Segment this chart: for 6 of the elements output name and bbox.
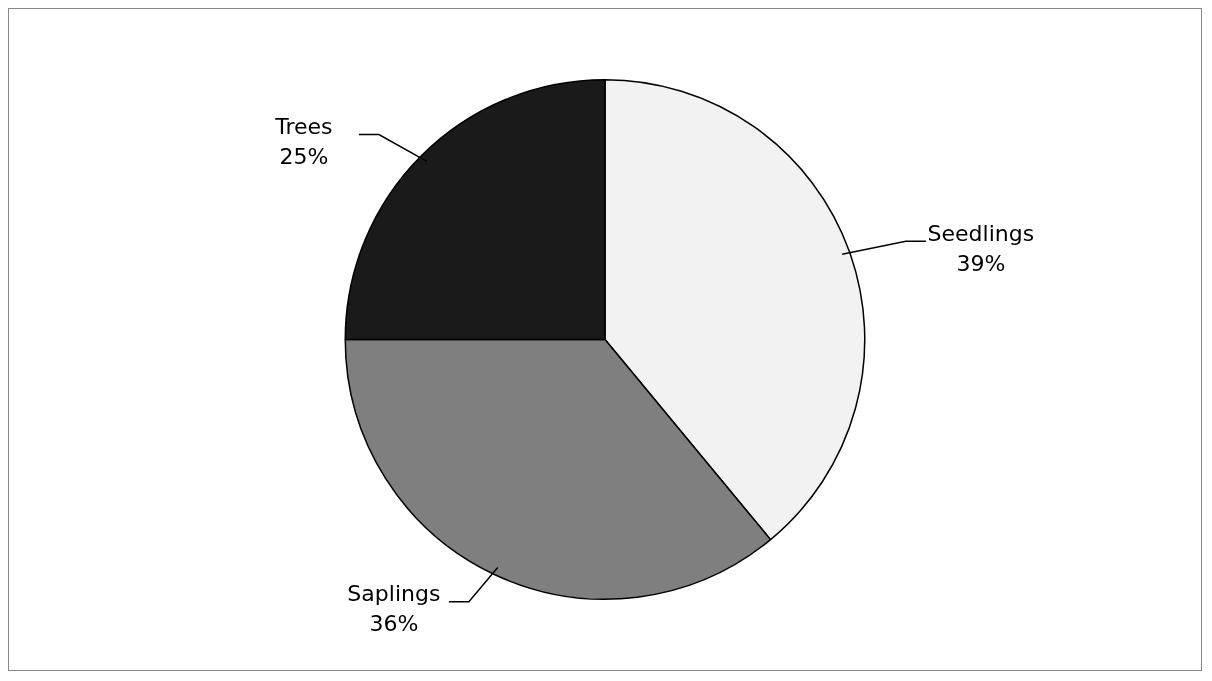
data-label: 25% [279,144,329,170]
slice-label: Seedlings [927,221,1035,247]
data-label: 36% [369,611,419,637]
slice-label: Saplings [347,581,441,607]
data-label: 39% [956,251,1006,277]
slice-label: Trees [274,114,333,140]
